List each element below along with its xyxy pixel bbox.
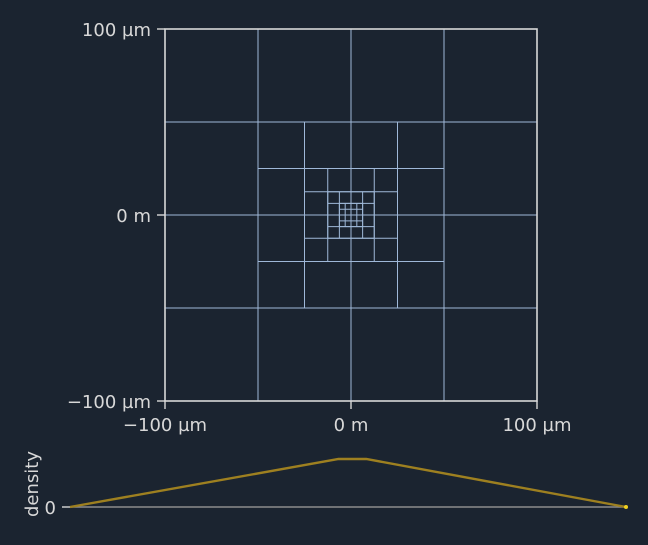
density-line xyxy=(69,457,627,509)
density-ylabel: density xyxy=(22,451,43,517)
x-tick-label-left: −100 µm xyxy=(123,415,207,436)
x-tick-label-mid: 0 m xyxy=(334,415,369,436)
y-tick-label-bottom: −100 µm xyxy=(67,392,151,413)
mesh-grid xyxy=(164,28,538,402)
density-endpoint-marker xyxy=(624,505,628,509)
y-tick-label-top: 100 µm xyxy=(82,20,151,41)
density-zero-tick-label: 0 xyxy=(45,498,56,519)
y-tick-label-mid: 0 m xyxy=(116,206,151,227)
x-tick-label-right: 100 µm xyxy=(502,415,571,436)
